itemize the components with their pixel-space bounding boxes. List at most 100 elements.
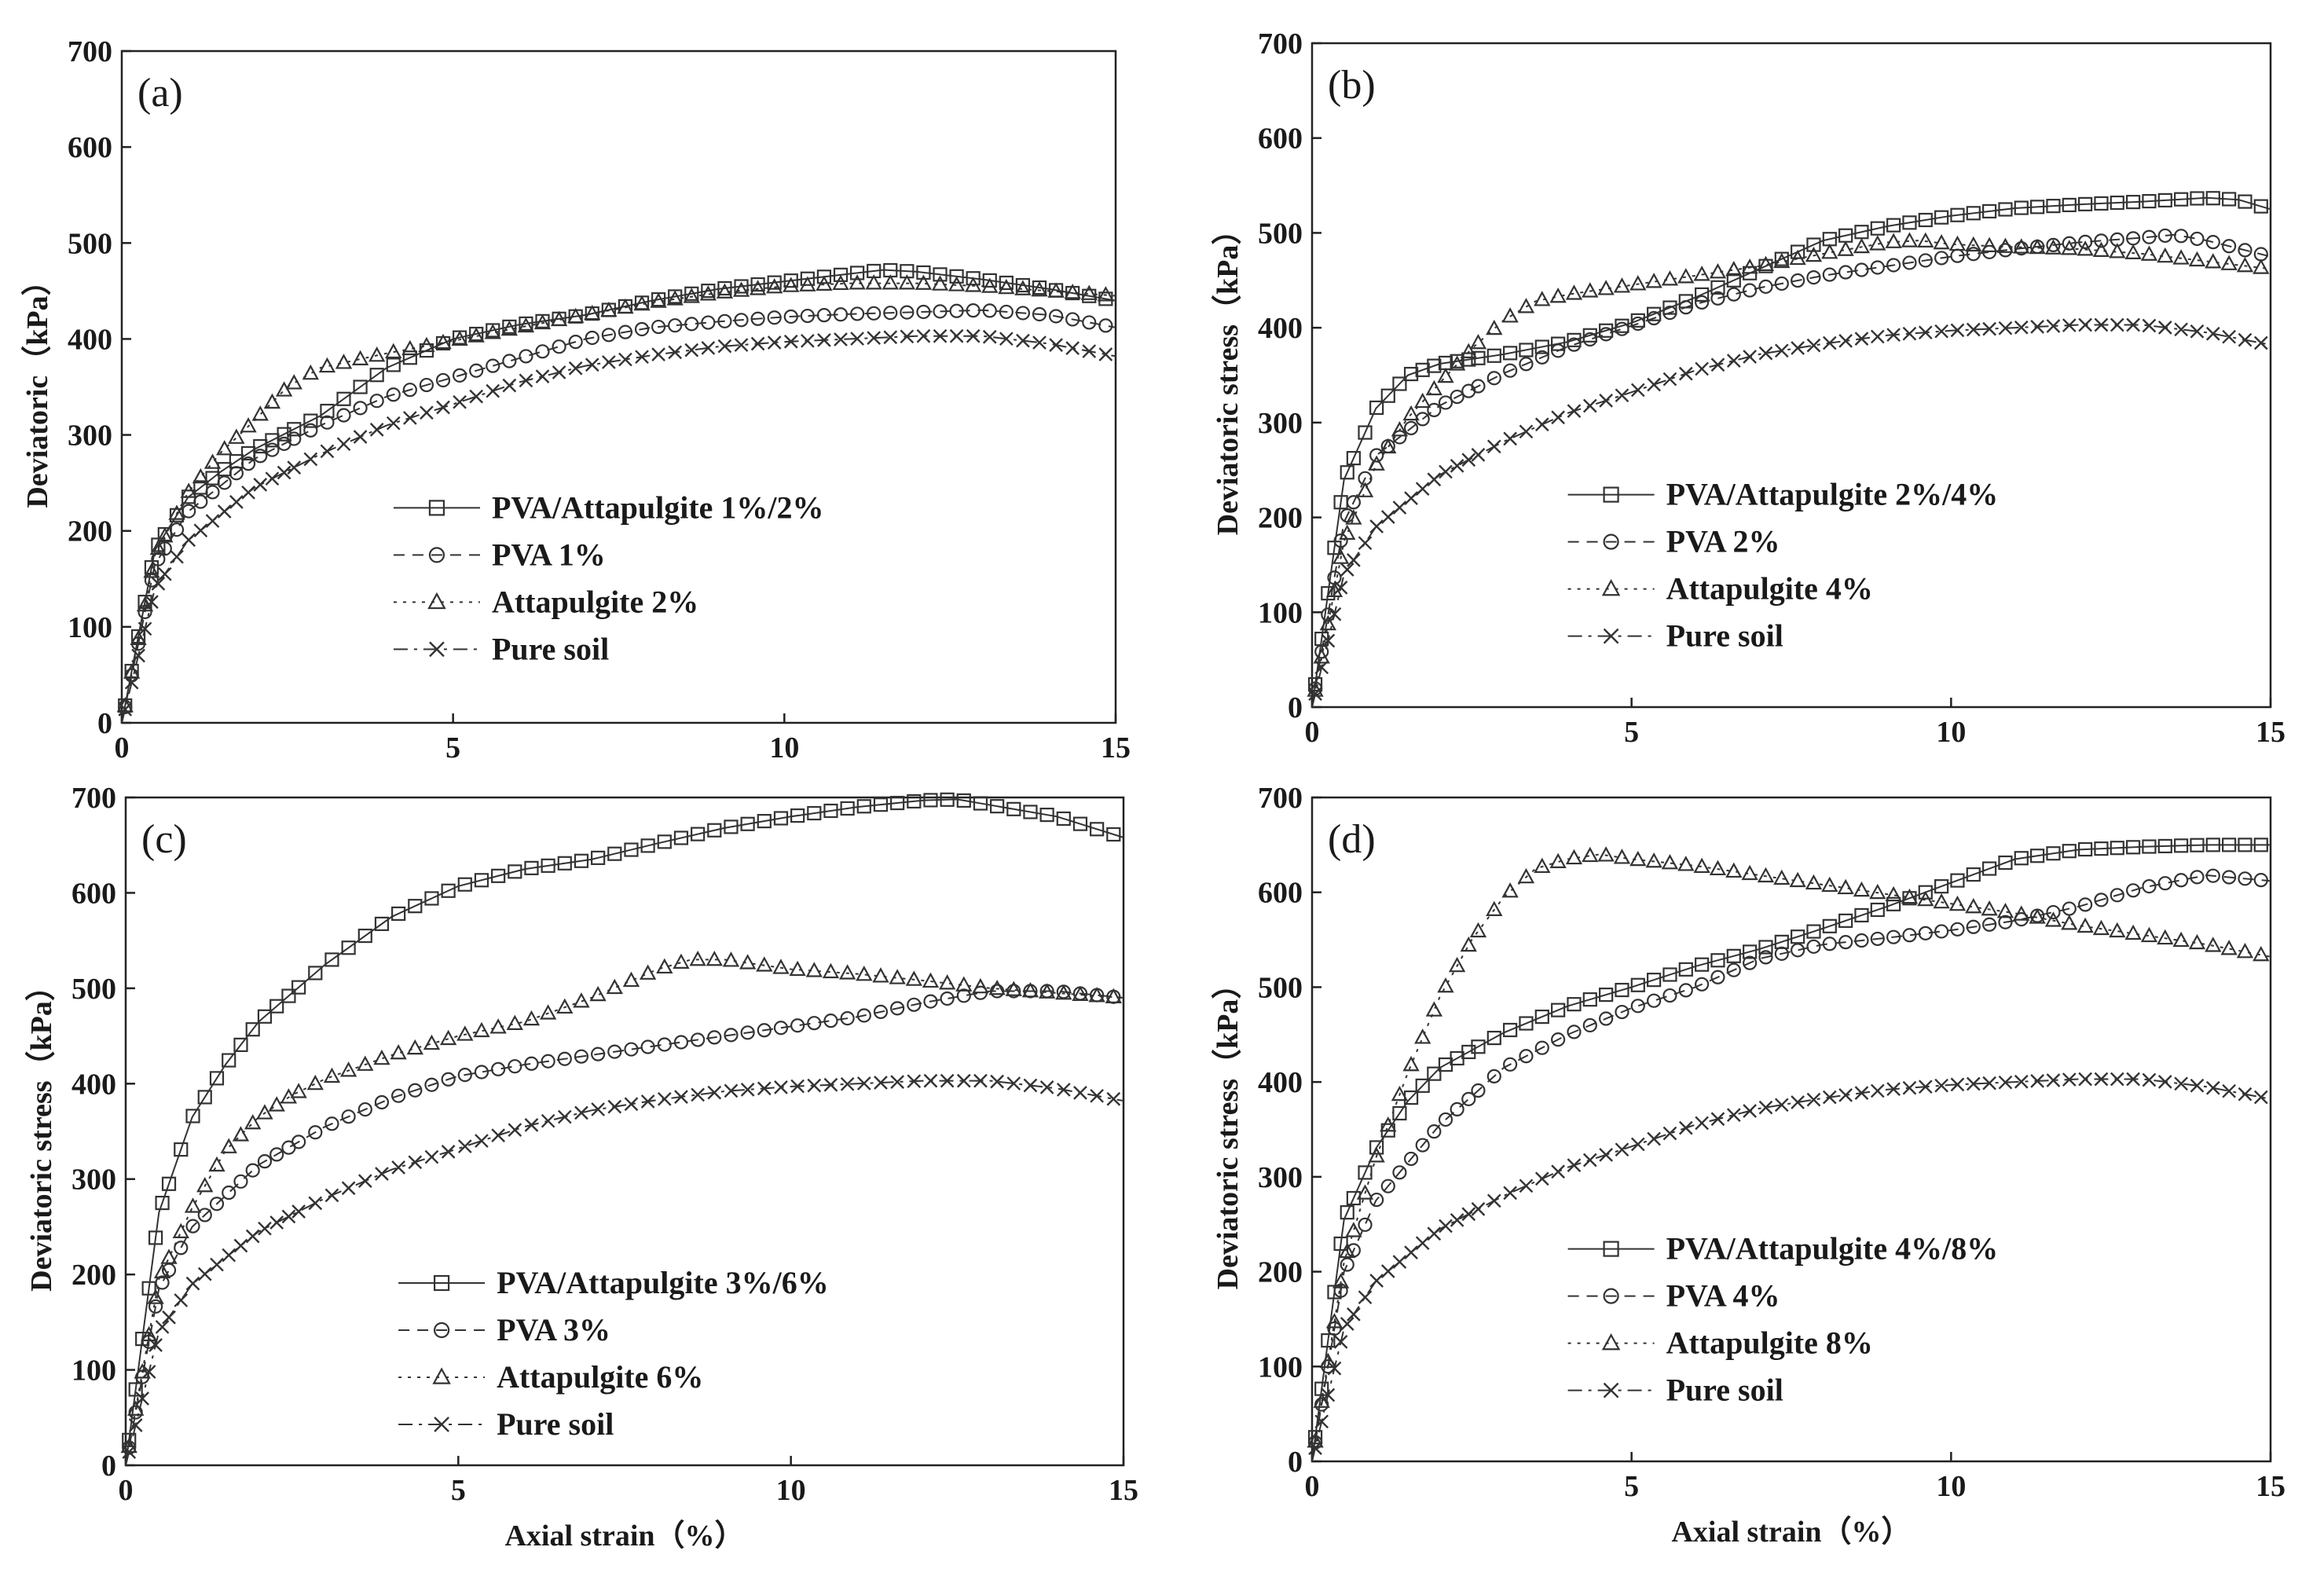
data-point — [783, 334, 798, 349]
data-point — [1806, 338, 1821, 353]
y-tick-label: 500 — [1258, 217, 1303, 250]
legend-label: PVA 3% — [497, 1312, 610, 1347]
x-tick-label: 15 — [1109, 1474, 1138, 1507]
data-point — [302, 364, 320, 380]
data-point — [2014, 1074, 2029, 1089]
data-point — [757, 814, 772, 829]
data-point — [618, 324, 633, 339]
data-point — [1503, 1186, 1517, 1201]
data-point — [1106, 1091, 1121, 1106]
data-point — [1439, 1219, 1453, 1234]
series-line — [121, 282, 1116, 724]
data-point — [1603, 1382, 1619, 1399]
x-tick-label: 10 — [1936, 1470, 1966, 1503]
data-point — [1368, 1147, 1385, 1163]
data-point — [1837, 878, 1854, 895]
data-point — [998, 278, 1015, 295]
data-point — [573, 992, 590, 1008]
data-point — [883, 306, 898, 321]
data-point — [452, 368, 467, 383]
data-point — [823, 803, 838, 819]
data-point — [2238, 243, 2253, 258]
data-point — [717, 280, 732, 296]
y-tick-label: 100 — [71, 1355, 116, 1388]
data-point — [1425, 379, 1443, 396]
data-point — [2190, 191, 2205, 206]
data-point — [1615, 321, 1629, 336]
data-point — [999, 275, 1014, 291]
data-point — [2205, 868, 2220, 883]
data-point — [2126, 840, 2141, 855]
data-point — [1996, 237, 2014, 253]
data-point — [155, 1320, 170, 1334]
data-point — [651, 347, 665, 361]
data-point — [807, 1078, 822, 1093]
data-point — [2062, 844, 2077, 859]
data-point — [1710, 357, 1725, 372]
data-point — [1534, 291, 1551, 306]
data-point — [2013, 905, 2030, 921]
data-point — [2094, 196, 2109, 211]
data-point — [500, 320, 519, 336]
data-point — [324, 952, 339, 967]
data-point — [320, 444, 335, 459]
legend-label: PVA/Attapulgite 3%/6% — [497, 1265, 829, 1300]
data-point — [1806, 924, 1821, 939]
data-point — [1886, 896, 1901, 911]
data-point — [981, 277, 999, 293]
data-point — [2109, 243, 2126, 258]
data-point — [1678, 962, 1693, 977]
data-point — [168, 504, 185, 520]
data-point — [874, 1076, 888, 1090]
data-point — [1332, 1273, 1350, 1289]
plot-frame — [1310, 42, 2272, 709]
x-axis-label: Axial strain（%） — [504, 1520, 744, 1553]
data-point — [245, 1163, 260, 1178]
data-point — [1369, 400, 1384, 416]
data-point — [306, 1074, 324, 1091]
data-point — [966, 303, 981, 318]
data-point — [541, 1113, 555, 1128]
data-point — [1870, 1083, 1885, 1098]
data-point — [2174, 229, 2189, 244]
data-point — [524, 860, 539, 875]
data-point — [966, 271, 981, 286]
data-point — [1437, 367, 1454, 383]
data-point — [898, 274, 916, 290]
data-point — [640, 838, 655, 853]
data-point — [539, 1004, 557, 1020]
y-tick-label: 200 — [71, 1259, 116, 1292]
data-point — [1327, 1361, 1342, 1376]
data-point — [245, 1229, 260, 1244]
data-point — [1918, 1080, 1933, 1094]
data-point — [833, 307, 849, 322]
data-point — [601, 328, 616, 343]
data-point — [128, 1382, 143, 1397]
data-point — [1415, 1236, 1430, 1251]
data-point — [1726, 287, 1741, 302]
data-point — [734, 279, 749, 294]
data-point — [1966, 247, 1981, 262]
data-point — [456, 1025, 474, 1041]
legend-item: Attapulgite 8% — [1567, 1325, 1873, 1361]
data-point — [773, 1021, 789, 1036]
data-point — [1950, 873, 1965, 888]
data-point — [982, 329, 997, 344]
data-point — [1369, 1274, 1384, 1288]
data-point — [473, 1021, 490, 1038]
data-point — [140, 1325, 158, 1342]
data-point — [232, 1126, 250, 1142]
data-point — [2157, 247, 2174, 263]
data-point — [1789, 249, 1806, 266]
data-point — [1358, 1290, 1373, 1305]
y-tick-label: 100 — [68, 611, 112, 644]
data-point — [2205, 191, 2220, 206]
data-point — [436, 400, 450, 415]
data-point — [2253, 873, 2268, 888]
data-point — [1854, 907, 1869, 923]
data-point — [220, 1138, 237, 1153]
data-point — [1534, 417, 1549, 432]
data-point — [143, 563, 160, 578]
data-point — [834, 332, 848, 346]
data-point — [1567, 332, 1582, 347]
